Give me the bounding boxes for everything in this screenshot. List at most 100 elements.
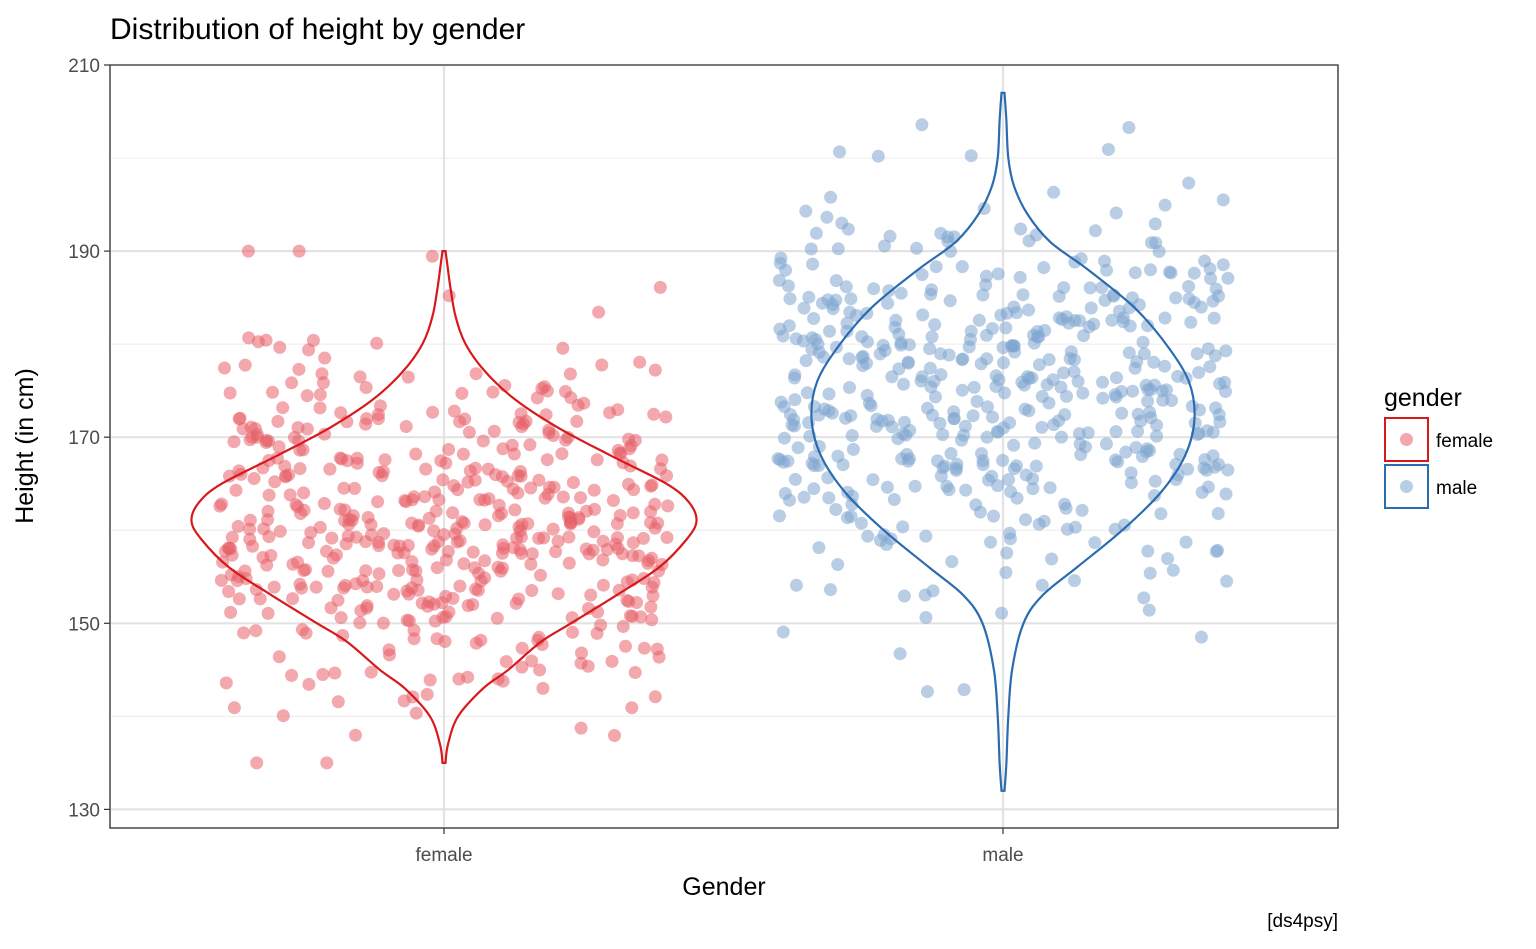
data-point-female: [512, 592, 526, 606]
data-point-female: [616, 547, 629, 561]
data-point-female: [652, 650, 666, 664]
data-point-female: [546, 429, 560, 442]
data-point-male: [1209, 282, 1223, 296]
data-point-male: [1002, 473, 1015, 487]
data-point-female: [461, 475, 475, 489]
data-point-female: [492, 509, 505, 523]
data-point-female: [532, 473, 546, 487]
data-point-female: [619, 639, 632, 653]
legend-label-male: male: [1436, 478, 1477, 499]
data-point-female: [225, 548, 239, 562]
data-point-male: [789, 578, 803, 592]
data-point-female: [407, 623, 421, 637]
data-point-female: [378, 453, 392, 467]
data-point-male: [982, 473, 995, 487]
data-point-female: [645, 580, 659, 594]
data-point-male: [870, 412, 884, 426]
data-point-female: [452, 672, 466, 686]
data-point-female: [623, 609, 637, 623]
data-point-male: [774, 251, 788, 265]
data-point-male: [1192, 427, 1206, 440]
data-point-female: [260, 558, 274, 572]
data-point-male: [919, 611, 933, 624]
data-point-female: [425, 249, 439, 263]
data-point-female: [636, 531, 650, 545]
data-point-female: [337, 581, 351, 595]
data-point-female: [581, 659, 595, 673]
data-point-male: [1042, 353, 1056, 367]
data-point-female: [570, 414, 584, 428]
data-point-male: [976, 288, 990, 302]
data-point-male: [928, 318, 942, 332]
data-point-female: [532, 630, 546, 644]
data-point-male: [972, 313, 986, 327]
data-point-male: [915, 268, 929, 282]
data-point-male: [984, 535, 997, 549]
data-point-female: [496, 538, 510, 552]
data-point-female: [474, 633, 488, 647]
data-point-male: [1067, 353, 1081, 367]
data-point-male: [1014, 222, 1028, 236]
data-point-male: [818, 402, 831, 416]
data-point-male: [998, 386, 1011, 400]
data-point-female: [478, 571, 492, 585]
data-point-male: [799, 204, 813, 218]
data-point-female: [442, 289, 456, 303]
data-point-female: [397, 694, 411, 708]
data-point-female: [420, 687, 434, 701]
data-point-male: [820, 210, 834, 224]
data-point-male: [799, 354, 813, 368]
data-point-female: [224, 605, 238, 619]
data-point-female: [272, 440, 286, 454]
data-point-male: [791, 441, 805, 455]
data-point-male: [1110, 371, 1123, 385]
data-point-male: [1096, 391, 1110, 405]
data-point-female: [387, 587, 401, 601]
data-point-male: [1032, 330, 1046, 344]
data-point-male: [1013, 270, 1027, 284]
data-point-female: [276, 401, 290, 415]
data-point-male: [880, 480, 894, 494]
data-point-male: [1057, 281, 1071, 295]
data-point-male: [1218, 375, 1232, 389]
data-point-female: [243, 513, 257, 527]
data-point-female: [382, 643, 396, 657]
data-point-female: [496, 442, 510, 456]
data-point-male: [831, 558, 845, 571]
data-point-female: [292, 244, 306, 258]
data-point-male: [829, 274, 843, 288]
data-point-female: [455, 515, 469, 529]
data-point-female: [429, 504, 443, 518]
data-point-female: [297, 486, 311, 500]
data-point-female: [320, 544, 333, 558]
data-point-female: [334, 611, 348, 625]
data-point-male: [876, 338, 890, 352]
data-point-male: [1158, 198, 1172, 212]
data-point-male: [959, 483, 973, 497]
data-point-female: [524, 481, 538, 495]
data-point-female: [276, 709, 290, 723]
data-point-female: [660, 469, 674, 483]
data-point-male: [821, 471, 835, 485]
data-point-male: [1142, 603, 1156, 617]
data-point-male: [855, 351, 869, 364]
data-point-male: [1112, 304, 1126, 318]
legend-dot-male: [1400, 480, 1413, 493]
data-point-female: [241, 244, 255, 258]
data-point-female: [353, 370, 367, 384]
data-point-male: [1055, 313, 1069, 326]
data-point-male: [1079, 440, 1092, 454]
data-point-male: [921, 401, 934, 415]
data-point-male: [1076, 386, 1090, 400]
data-point-male: [787, 419, 801, 433]
data-point-female: [651, 516, 665, 530]
data-point-male: [1147, 355, 1161, 369]
legend-label-female: female: [1436, 431, 1493, 452]
data-point-male: [1087, 317, 1101, 331]
data-point-female: [525, 547, 539, 561]
data-point-male: [947, 230, 961, 244]
data-point-male: [854, 516, 868, 530]
data-point-male: [1192, 366, 1206, 379]
data-point-female: [540, 453, 554, 467]
data-point-female: [515, 641, 529, 655]
